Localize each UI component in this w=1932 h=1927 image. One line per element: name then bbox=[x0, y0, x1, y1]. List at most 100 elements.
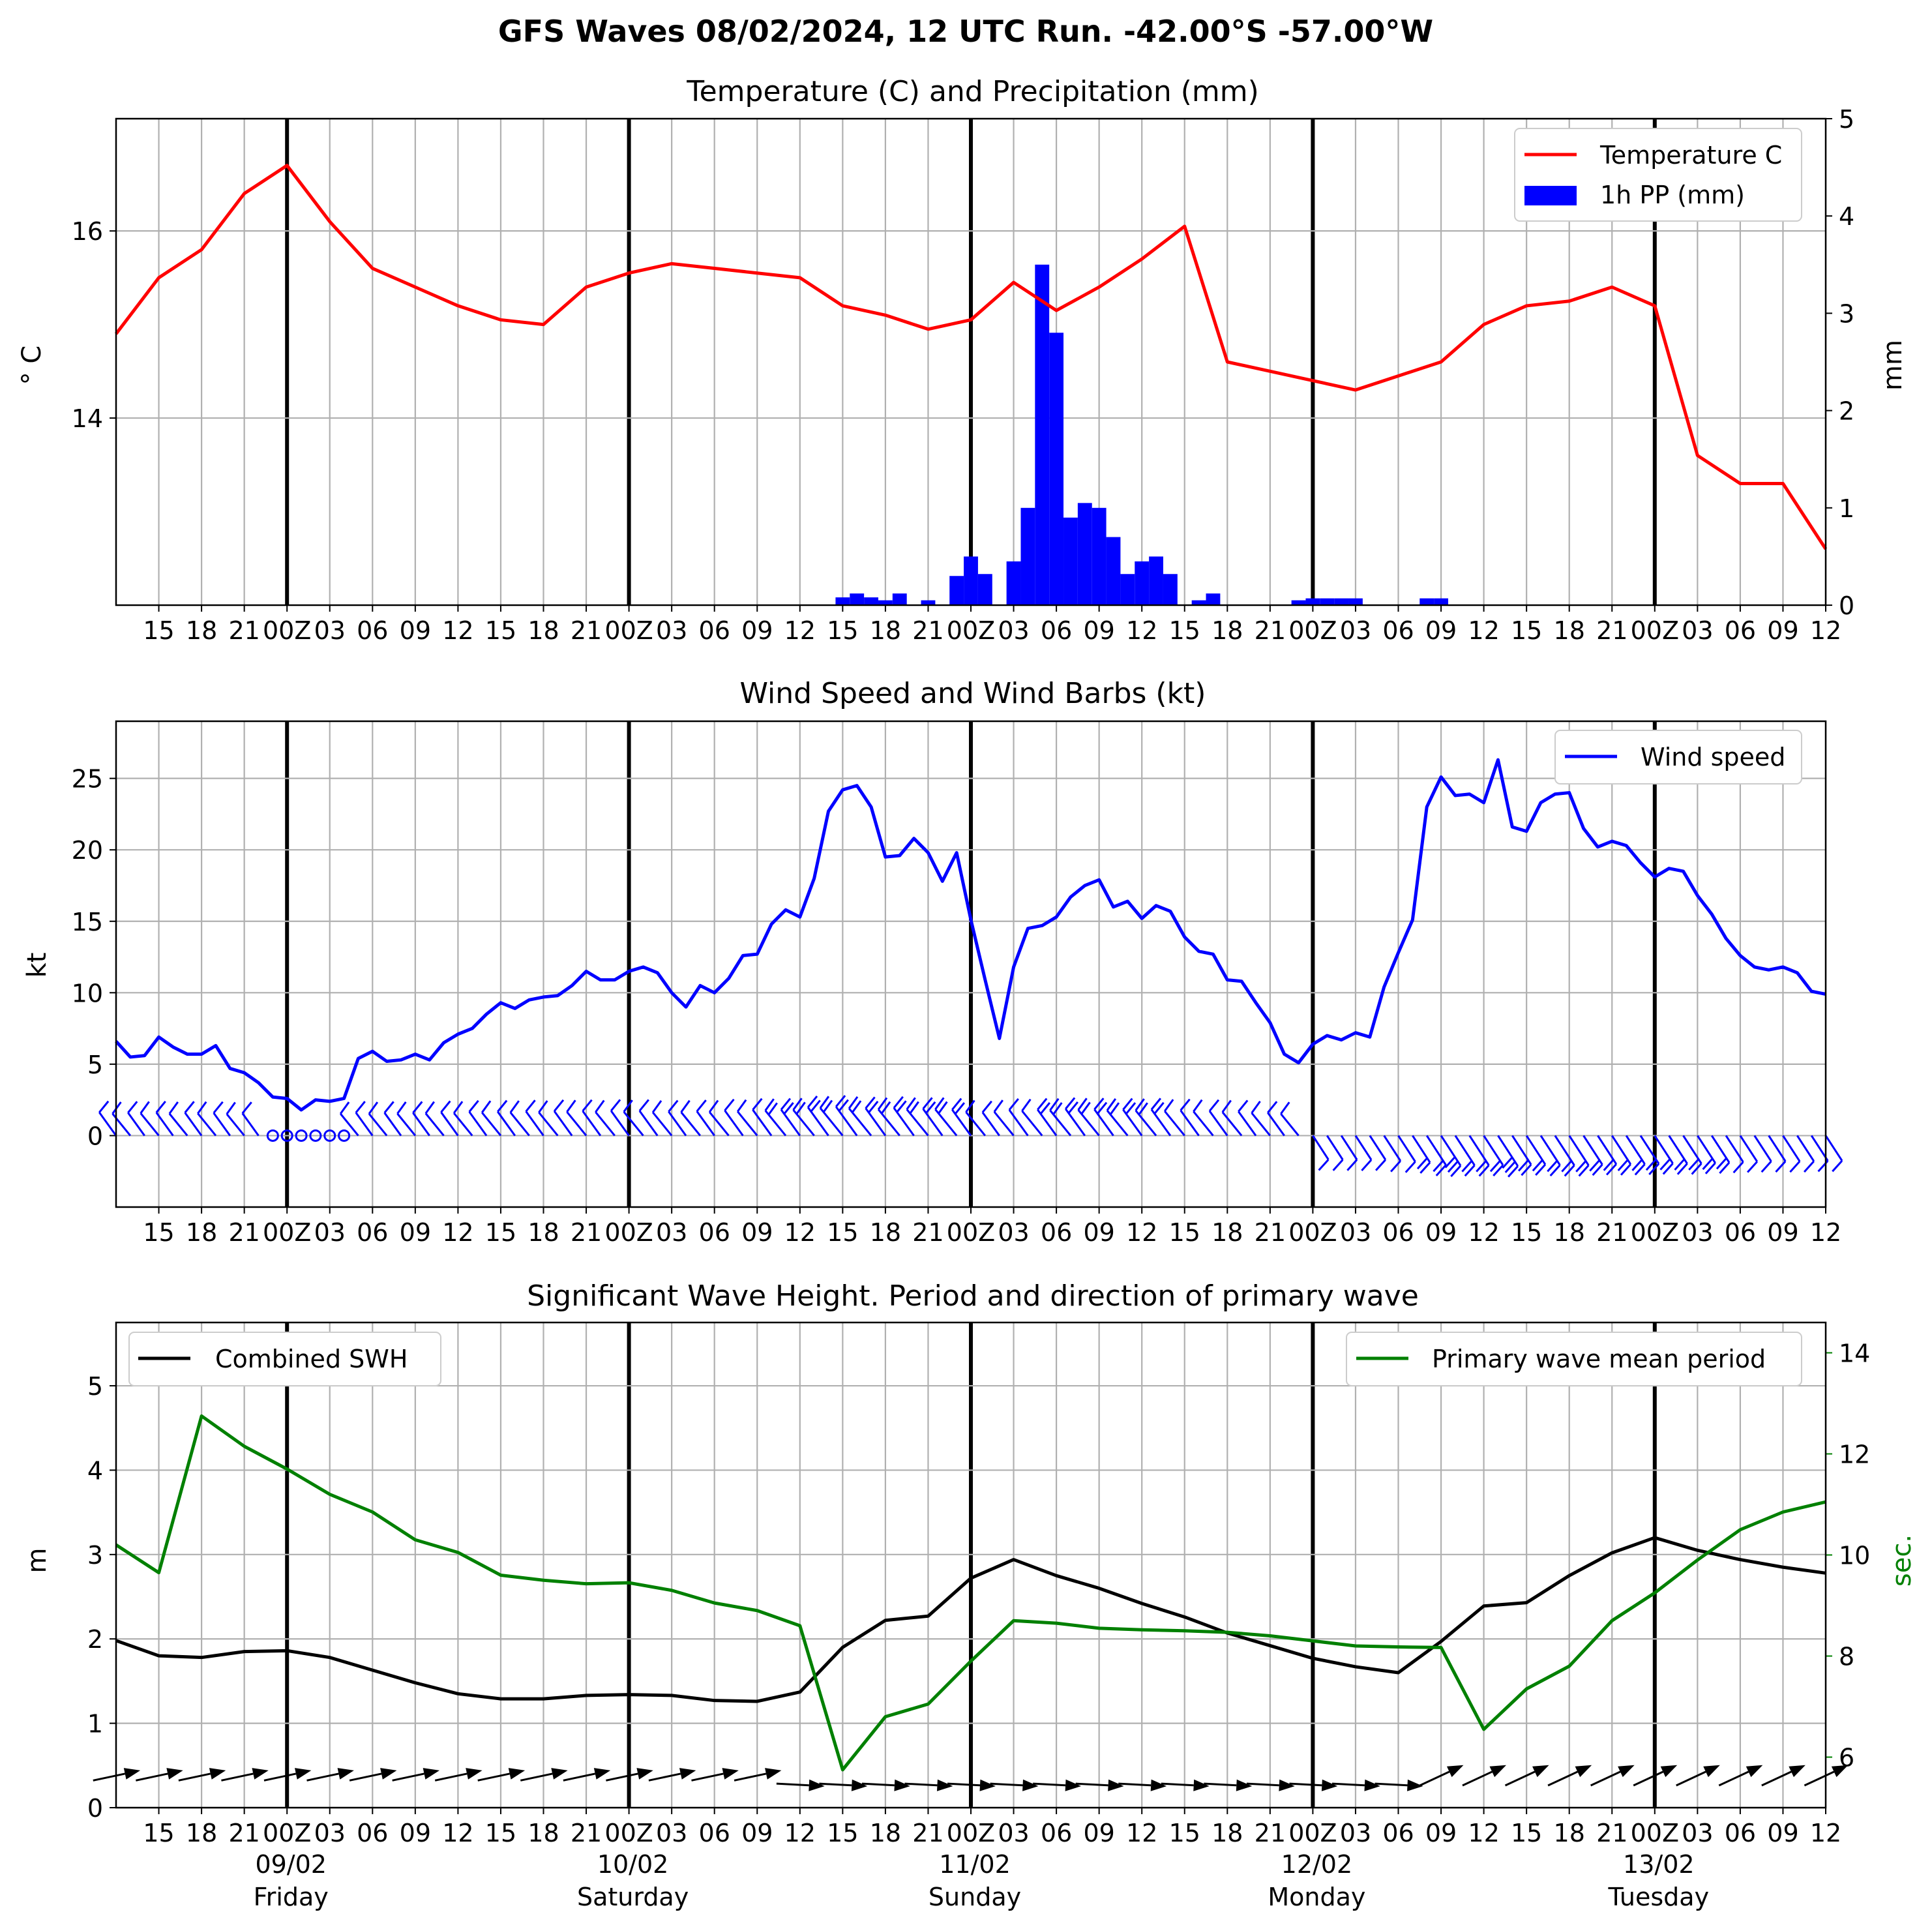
wind-barb-flag bbox=[1648, 1163, 1660, 1175]
wind-barb-flag bbox=[1251, 1101, 1261, 1114]
x-tick-label: 15 bbox=[827, 616, 858, 645]
wind-barb-flag bbox=[954, 1102, 966, 1115]
wind-barb-flag bbox=[1106, 1098, 1117, 1111]
day-weekday-label: Friday bbox=[254, 1883, 329, 1911]
wind-barb-flag bbox=[1361, 1159, 1373, 1171]
wind-barb-flag bbox=[1502, 1156, 1513, 1169]
wind-speed-line bbox=[115, 758, 1826, 1112]
wind-barb-shaft bbox=[848, 1107, 872, 1137]
wind-barb-flag bbox=[1164, 1099, 1174, 1112]
wind-barb-shaft bbox=[1753, 1135, 1772, 1162]
wind-barb-flag bbox=[1039, 1102, 1051, 1115]
precip-bar bbox=[864, 597, 878, 605]
arrow-shaft bbox=[691, 1772, 724, 1782]
wind-barb-flag bbox=[708, 1099, 719, 1113]
wind-barb-flag bbox=[412, 1101, 423, 1114]
legend-temperature-label: Temperature C bbox=[1599, 141, 1782, 170]
precip-bar bbox=[1077, 503, 1092, 605]
arrow-shaft bbox=[477, 1772, 510, 1782]
arrow-head bbox=[337, 1768, 354, 1780]
wind-barb-shaft bbox=[1654, 1135, 1674, 1164]
x-tick-label: 12 bbox=[1126, 1218, 1157, 1247]
legend-wind-label: Wind speed bbox=[1641, 743, 1785, 771]
wind-barb-flag bbox=[1318, 1159, 1330, 1171]
wind-barb-calm bbox=[280, 1129, 293, 1142]
wind-barb-flag bbox=[1346, 1159, 1358, 1171]
wind-barb-flag bbox=[848, 1096, 859, 1109]
wind-barb-shaft bbox=[396, 1113, 417, 1137]
x-tick-label: 03 bbox=[314, 1218, 346, 1247]
arrow-head bbox=[722, 1768, 739, 1780]
wind-barb-flag bbox=[1193, 1099, 1203, 1113]
x-tick-label: 15 bbox=[485, 616, 516, 645]
x-tick-label: 15 bbox=[485, 1819, 516, 1847]
wind-barb-shaft bbox=[155, 1112, 174, 1137]
x-tick-label: 15 bbox=[1169, 616, 1200, 645]
arrow-shaft bbox=[1246, 1782, 1279, 1787]
wind-barb-flag bbox=[453, 1101, 464, 1114]
wind-barb-flag bbox=[1517, 1159, 1529, 1172]
wind-barb-flag bbox=[1617, 1159, 1629, 1171]
wind-barb-shaft bbox=[1280, 1113, 1300, 1137]
x-tick-label: 03 bbox=[656, 1218, 687, 1247]
arrow-shaft bbox=[1118, 1782, 1152, 1787]
arrow-shaft bbox=[1161, 1782, 1194, 1787]
wind-barb-flag bbox=[226, 1101, 236, 1115]
wind-barb-shaft bbox=[1668, 1135, 1688, 1165]
x-tick-label: 12 bbox=[784, 1819, 816, 1847]
arrow-shaft bbox=[1676, 1770, 1706, 1787]
y2-tick-label: 14 bbox=[1839, 1339, 1870, 1368]
wind-barb-flag bbox=[638, 1099, 649, 1112]
x-tick-label: 09 bbox=[741, 616, 773, 645]
precip-bar bbox=[977, 574, 992, 605]
precip-bar bbox=[1135, 561, 1150, 605]
arrow-head bbox=[423, 1768, 440, 1780]
wind-barb-shaft bbox=[1639, 1135, 1660, 1165]
precip-bar bbox=[1006, 561, 1021, 605]
wind-barb-shaft bbox=[1796, 1135, 1815, 1162]
wind-barb-flag bbox=[440, 1100, 451, 1113]
wind-barb-flag bbox=[1575, 1160, 1587, 1173]
wind-barb-flag bbox=[127, 1101, 138, 1114]
wave-direction-arrow bbox=[306, 1768, 354, 1782]
precip-bar bbox=[1320, 598, 1335, 605]
wind-barb-flag bbox=[1620, 1163, 1631, 1176]
wind-barb-shaft bbox=[1697, 1135, 1716, 1164]
wave-direction-arrow bbox=[691, 1768, 739, 1782]
x-tick-label: 21 bbox=[1255, 1819, 1286, 1847]
wind-barb-flag bbox=[880, 1101, 891, 1114]
precip-bar bbox=[1035, 264, 1050, 605]
wind-barb-flag bbox=[1578, 1165, 1590, 1177]
wind-barb-shaft bbox=[168, 1113, 188, 1137]
wind-barb-shaft bbox=[1782, 1135, 1801, 1162]
x-tick-label: 06 bbox=[357, 616, 388, 645]
wind-barb-flag bbox=[1478, 1164, 1490, 1177]
wind-barb-flag bbox=[737, 1099, 747, 1113]
wind-barb-shaft bbox=[764, 1110, 787, 1137]
wave-direction-arrow bbox=[776, 1779, 825, 1791]
wind-barb-flag bbox=[877, 1097, 888, 1111]
wave-direction-arrow bbox=[563, 1768, 611, 1782]
wind-barb-shaft bbox=[1180, 1109, 1200, 1137]
arrow-head bbox=[209, 1768, 226, 1780]
wind-panel: 15 18 21 00Z 03 06 09 12 15 18 21 00Z 03 06 09 12 15 18 21… bbox=[72, 720, 1843, 1247]
x-tick-label: 18 bbox=[186, 1218, 217, 1247]
wind-barb-shaft bbox=[1326, 1135, 1344, 1161]
wave-direction-arrow bbox=[819, 1779, 868, 1791]
wind-barb-flag bbox=[724, 1098, 735, 1111]
arrow-head bbox=[1236, 1779, 1253, 1791]
temp-legend: Temperature C 1h PP (mm) bbox=[1514, 128, 1802, 222]
x-tick-label: 03 bbox=[1682, 616, 1713, 645]
legend-period-label: Primary wave mean period bbox=[1432, 1345, 1766, 1373]
wind-barb-calm bbox=[323, 1129, 336, 1142]
temperature-precipitation-panel: 15 18 21 00Z 03 06 09 12 15 18 21 00Z 03 06 09 12 15 18 21… bbox=[72, 105, 1855, 645]
wind-barb-flag bbox=[1589, 1159, 1601, 1172]
x-tick-label: 18 bbox=[870, 1819, 901, 1847]
wind-barb-shaft bbox=[1625, 1135, 1646, 1165]
x-tick-label: 18 bbox=[186, 616, 217, 645]
wave-direction-arrow bbox=[1331, 1779, 1380, 1791]
x-tick-label: 09 bbox=[741, 1218, 773, 1247]
x-tick-label: 18 bbox=[1554, 1218, 1585, 1247]
wave-direction-arrow bbox=[1804, 1765, 1849, 1787]
wave-direction-arrow bbox=[1633, 1765, 1678, 1787]
